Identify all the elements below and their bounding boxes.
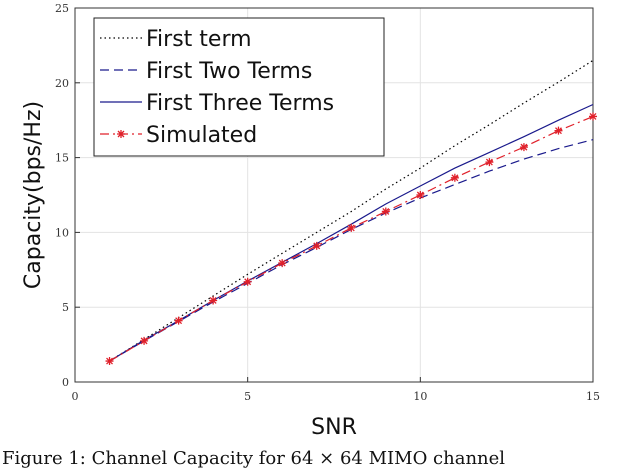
data-point-marker xyxy=(105,357,114,366)
data-point-marker xyxy=(416,191,425,199)
data-point-marker xyxy=(243,277,252,286)
data-point-marker xyxy=(312,241,321,250)
legend-label-2: First Three Terms xyxy=(146,91,334,116)
chart-figure: 0 5 10 15 0 5 10 15 20 25 SNR Capacity(bps/Hz) First… xyxy=(21,2,600,440)
legend-box xyxy=(93,17,385,157)
axes-box xyxy=(74,7,594,383)
y-axis-label: Capacity(bps/Hz) xyxy=(21,101,46,289)
y-tick-label: 0 xyxy=(62,376,69,389)
data-point-marker xyxy=(174,316,183,325)
x-tick-label: 15 xyxy=(586,390,600,403)
data-point-marker xyxy=(519,143,528,152)
figure-caption: Figure 1: Channel Capacity for 64 × 64 M… xyxy=(2,448,506,469)
data-point-marker xyxy=(589,112,597,121)
data-point-marker xyxy=(450,173,459,182)
y-tick-label: 15 xyxy=(55,152,69,165)
data-point-marker xyxy=(381,207,390,216)
legend-label-3: Simulated xyxy=(146,123,257,148)
data-point-marker xyxy=(554,126,563,135)
x-tick-label: 10 xyxy=(413,390,427,403)
data-point-marker xyxy=(140,336,149,345)
series-line-1 xyxy=(109,139,594,362)
y-tick-label: 10 xyxy=(55,226,69,239)
data-point-marker xyxy=(485,158,494,167)
legend-marker xyxy=(117,130,125,138)
legend-label-0: First term xyxy=(146,27,252,52)
legend-label-1: First Two Terms xyxy=(146,59,312,84)
y-tick-label: 25 xyxy=(55,2,69,15)
data-point-marker xyxy=(278,259,287,268)
x-tick-label: 0 xyxy=(72,390,79,403)
series-line-0 xyxy=(109,59,594,362)
data-point-marker xyxy=(347,223,356,232)
data-point-marker xyxy=(209,296,218,305)
x-tick-label: 5 xyxy=(244,390,251,403)
x-axis-label: SNR xyxy=(311,415,357,440)
plot-area: 0 5 10 15 0 5 10 15 20 25 SNR Capacity(bps/Hz) First… xyxy=(21,2,600,440)
y-tick-label: 5 xyxy=(62,301,69,314)
y-tick-label: 20 xyxy=(55,77,69,90)
